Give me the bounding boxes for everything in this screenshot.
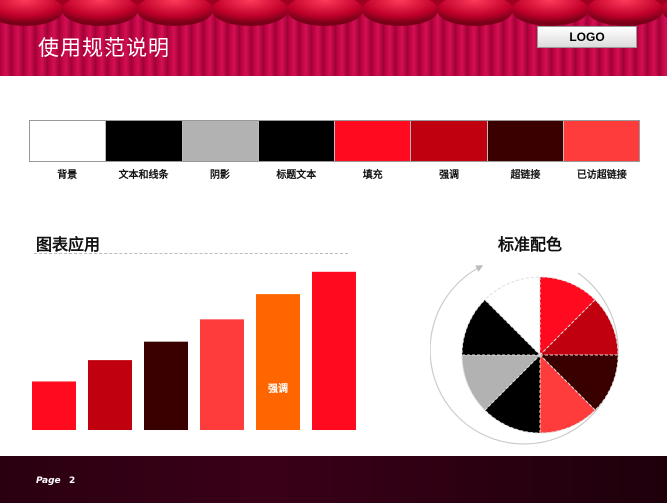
bar xyxy=(32,381,76,430)
page-label: Page xyxy=(36,476,61,486)
bar xyxy=(88,360,132,430)
swatch-background xyxy=(30,121,107,161)
swatch-fill xyxy=(335,121,412,161)
color-wheel xyxy=(430,265,619,445)
swatch-accent xyxy=(411,121,488,161)
page-number: 2 xyxy=(69,476,76,486)
bar-label: 强调 xyxy=(268,382,288,395)
swatch-shadow xyxy=(182,121,259,161)
bar xyxy=(312,271,356,430)
section-divider xyxy=(34,253,348,254)
page-title: 使用规范说明 xyxy=(38,36,170,60)
palette-label: 已访超链接 xyxy=(576,170,627,181)
pie-slice xyxy=(538,354,619,411)
pie-slice xyxy=(484,276,541,357)
logo: LOGO xyxy=(537,26,637,48)
footer-bar: Page 2 xyxy=(0,456,667,503)
chart-section-title: 图表应用 xyxy=(36,235,101,254)
rotation-arrow xyxy=(430,265,619,445)
swatch-hyperlink xyxy=(487,121,564,161)
pie-slice xyxy=(539,276,596,357)
palette-label: 强调 xyxy=(439,170,460,181)
pie-slice xyxy=(484,353,541,434)
palette-labels: 背景 文本和线条 阴影 标题文本 填充 强调 超链接 已访超链接 xyxy=(29,166,640,181)
color-palette xyxy=(29,120,640,162)
bar xyxy=(144,341,188,430)
swatch-visited-hyperlink xyxy=(563,121,639,161)
palette-label: 文本和线条 xyxy=(118,170,169,181)
pie-slice xyxy=(461,354,542,411)
pie-section-title: 标准配色 xyxy=(498,235,563,254)
palette-label: 背景 xyxy=(57,170,78,181)
swatch-title-text xyxy=(258,121,335,161)
pie-slice xyxy=(539,353,596,434)
curtain-decoration xyxy=(0,0,667,26)
pie-slice xyxy=(461,299,542,356)
bar xyxy=(256,294,300,430)
pie-slice xyxy=(538,299,619,356)
bar-chart: 强调 xyxy=(32,271,356,430)
bar xyxy=(200,319,244,430)
palette-label: 填充 xyxy=(362,170,383,181)
header-banner: 使用规范说明 LOGO xyxy=(0,0,667,76)
palette-label: 阴影 xyxy=(209,170,230,181)
palette-label: 超链接 xyxy=(510,170,541,181)
swatch-text-lines xyxy=(106,121,183,161)
palette-label: 标题文本 xyxy=(276,170,317,181)
